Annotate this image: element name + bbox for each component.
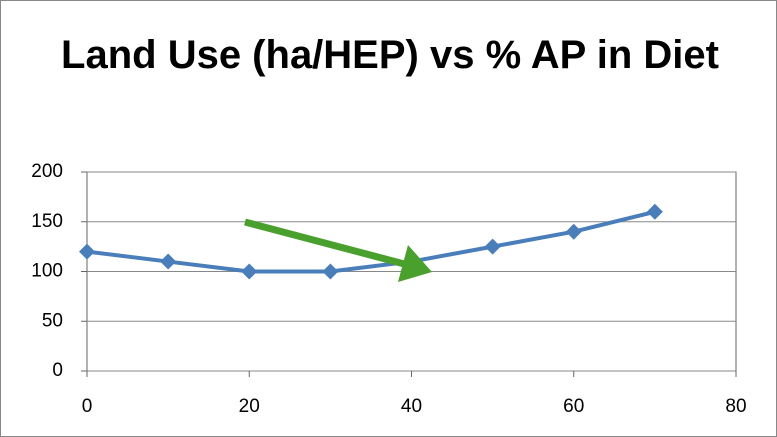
annotation-arrow <box>244 218 432 282</box>
y-tick-label: 150 <box>31 211 63 232</box>
y-tick-label: 0 <box>52 360 63 381</box>
x-tick-label: 0 <box>82 396 93 417</box>
series-line <box>86 209 656 274</box>
data-point <box>646 203 663 220</box>
data-point <box>565 223 582 240</box>
y-tick-label: 100 <box>31 261 63 282</box>
chart-title: Land Use (ha/HEP) vs % AP in Diet <box>61 33 719 77</box>
arrow-shaft <box>244 218 413 270</box>
data-point <box>79 243 95 260</box>
x-tick-label: 80 <box>725 396 746 417</box>
arrow-head <box>398 245 432 282</box>
y-tick-label: 50 <box>42 310 63 331</box>
data-point <box>241 263 258 280</box>
data-point <box>484 238 501 255</box>
x-tick-label: 40 <box>401 396 422 417</box>
x-tick-label: 20 <box>239 396 260 417</box>
y-tick-label: 200 <box>31 161 63 182</box>
data-point <box>160 253 177 270</box>
data-point <box>322 263 339 280</box>
x-tick-label: 60 <box>563 396 584 417</box>
